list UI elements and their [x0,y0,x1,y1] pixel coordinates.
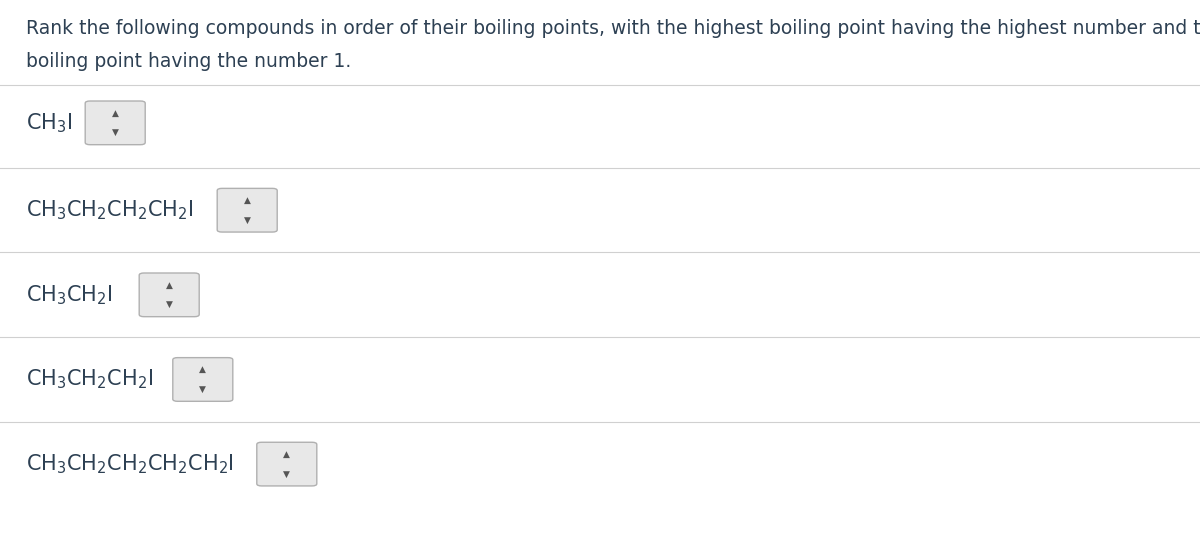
FancyBboxPatch shape [173,358,233,401]
Text: ▲: ▲ [112,109,119,117]
FancyBboxPatch shape [217,188,277,232]
Text: CH$_3$CH$_2$CH$_2$CH$_2$CH$_2$I: CH$_3$CH$_2$CH$_2$CH$_2$CH$_2$I [26,452,234,476]
Text: ▼: ▼ [199,385,206,394]
Text: CH$_3$I: CH$_3$I [26,111,73,135]
Text: ▼: ▼ [244,216,251,224]
FancyBboxPatch shape [257,442,317,486]
Text: ▼: ▼ [112,128,119,137]
Text: ▲: ▲ [283,450,290,459]
Text: ▲: ▲ [244,196,251,205]
FancyBboxPatch shape [139,273,199,317]
Text: ▼: ▼ [283,470,290,478]
FancyBboxPatch shape [85,101,145,145]
Text: ▲: ▲ [166,281,173,289]
Text: Rank the following compounds in order of their boiling points, with the highest : Rank the following compounds in order of… [26,19,1200,38]
Text: ▲: ▲ [199,365,206,374]
Text: CH$_3$CH$_2$CH$_2$CH$_2$I: CH$_3$CH$_2$CH$_2$CH$_2$I [26,198,194,222]
Text: CH$_3$CH$_2$CH$_2$I: CH$_3$CH$_2$CH$_2$I [26,367,154,391]
Text: ▼: ▼ [166,300,173,309]
Text: boiling point having the number 1.: boiling point having the number 1. [26,52,352,71]
Text: CH$_3$CH$_2$I: CH$_3$CH$_2$I [26,283,113,307]
